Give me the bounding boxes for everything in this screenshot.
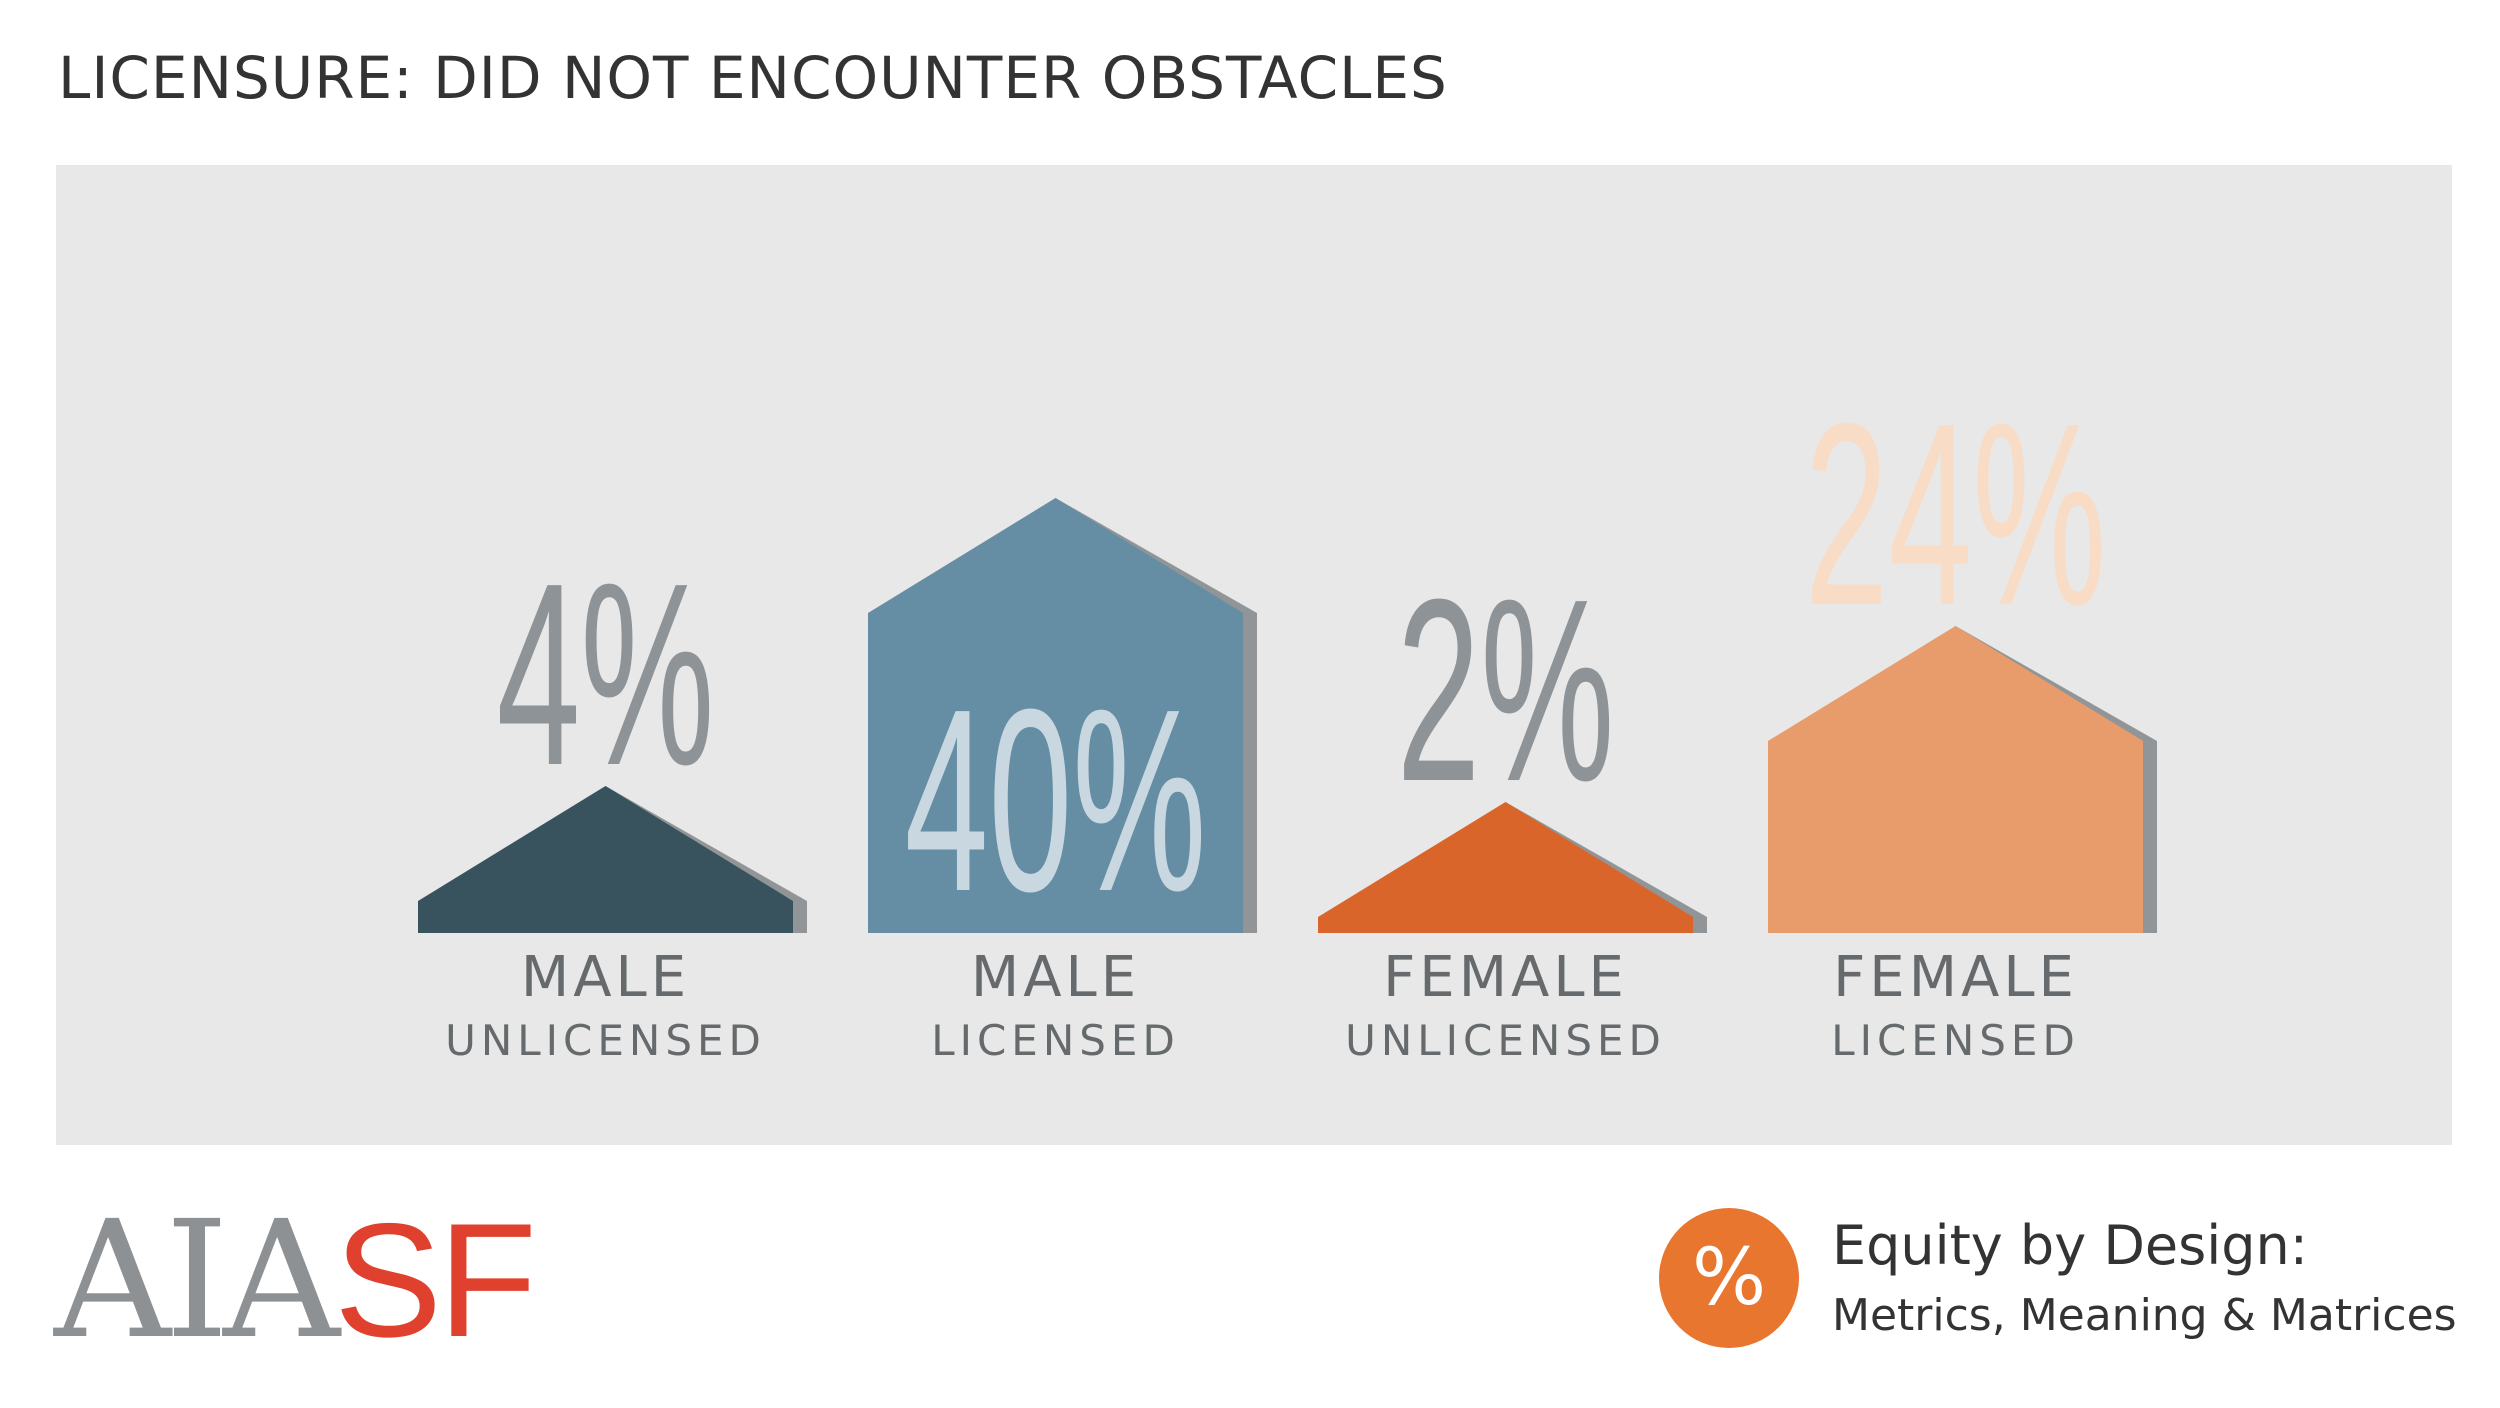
category-label-main-1: MALE bbox=[520, 945, 691, 1010]
bar-shadow-4 bbox=[1955, 626, 2157, 933]
bar-3 bbox=[1318, 802, 1693, 933]
value-label-2: 40% bbox=[905, 656, 1207, 946]
category-label-sub-3: UNLICENSED bbox=[1345, 1016, 1666, 1065]
equity-title: Equity by Design: bbox=[1832, 1214, 2308, 1277]
aiasf-logo: AIASF bbox=[54, 1187, 537, 1375]
category-label-sub-1: UNLICENSED bbox=[445, 1016, 766, 1065]
category-label-main-2: MALE bbox=[970, 945, 1141, 1010]
category-label-sub-4: LICENSED bbox=[1831, 1016, 2080, 1065]
category-label-main-3: FEMALE bbox=[1383, 945, 1628, 1010]
chart-title: LICENSURE: DID NOT ENCOUNTER OBSTACLES bbox=[58, 44, 1448, 112]
equity-subtitle: Metrics, Meaning & Matrices bbox=[1832, 1290, 2457, 1341]
bar-4 bbox=[1768, 626, 2143, 933]
value-label-1: 4% bbox=[497, 530, 715, 820]
category-label-main-4: FEMALE bbox=[1833, 945, 2078, 1010]
value-label-4: 24% bbox=[1805, 370, 2107, 660]
percent-badge-icon: % bbox=[1659, 1208, 1799, 1348]
bar-1 bbox=[418, 786, 793, 933]
category-label-sub-2: LICENSED bbox=[931, 1016, 1180, 1065]
bar-2 bbox=[868, 498, 1243, 933]
value-label-3: 2% bbox=[1397, 546, 1615, 836]
